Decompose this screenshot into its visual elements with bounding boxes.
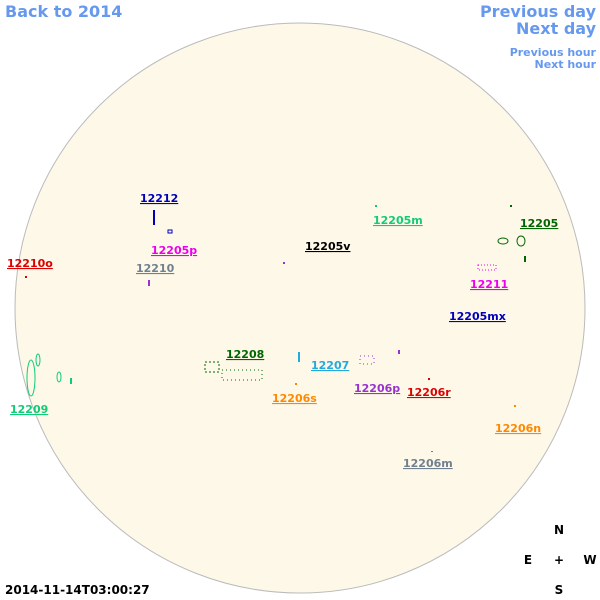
previous-hour-link[interactable]: Previous hour <box>510 46 597 59</box>
next-hour-link[interactable]: Next hour <box>535 58 597 71</box>
spots <box>25 205 526 452</box>
timestamp: 2014-11-14T03:00:27 <box>5 583 150 597</box>
region-link[interactable]: 12206r <box>407 386 451 399</box>
region-link[interactable]: 12206n <box>495 422 541 435</box>
back-link[interactable]: Back to 2014 <box>5 2 122 21</box>
next-day-link[interactable]: Next day <box>516 19 597 38</box>
previous-day-link[interactable]: Previous day <box>480 2 597 21</box>
region-link[interactable]: 12205m <box>373 214 423 227</box>
region-link[interactable]: 12205mx <box>449 310 506 323</box>
region-link[interactable]: 12207 <box>311 359 349 372</box>
region-link[interactable]: 12211 <box>470 278 508 291</box>
region-link[interactable]: 12206s <box>272 392 317 405</box>
compass-north: N <box>554 523 564 537</box>
solar-disk <box>14 22 586 594</box>
region-link[interactable]: 12205v <box>305 240 351 253</box>
region-link[interactable]: 12210o <box>7 257 53 270</box>
region-link[interactable]: 12208 <box>226 348 264 361</box>
region-link[interactable]: 12206p <box>354 382 400 395</box>
region-link[interactable]: 12209 <box>10 403 48 416</box>
compass-south: S <box>555 583 564 597</box>
compass-center: + <box>554 553 564 567</box>
region-link[interactable]: 12205 <box>520 217 558 230</box>
region-link[interactable]: 12205p <box>151 244 197 257</box>
compass-east: E <box>524 553 532 567</box>
compass-west: W <box>583 553 596 567</box>
region-link[interactable]: 12210 <box>136 262 175 275</box>
region-link[interactable]: 12206m <box>403 457 453 470</box>
region-link[interactable]: 12212 <box>140 192 178 205</box>
